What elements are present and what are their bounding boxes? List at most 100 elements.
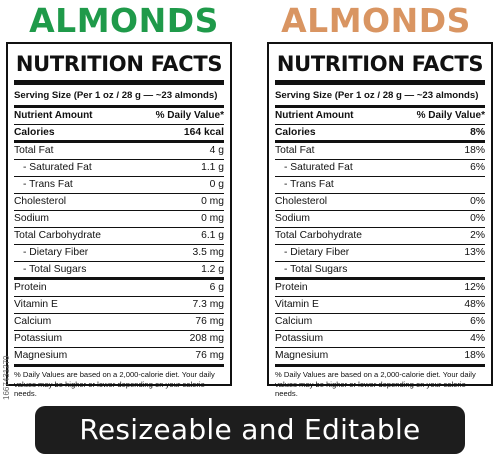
nutrient-row-total-carbohydrate: Total Carbohydrate 2% (275, 228, 485, 245)
nutrient-percent: 8% (470, 126, 485, 138)
nutrient-row-dietary-fiber: - Dietary Fiber 13% (275, 245, 485, 262)
nutrient-value: 164 kcal (183, 126, 224, 138)
nutrient-row-potassium: Potassium 4% (275, 331, 485, 348)
nutrient-value: 6 g (209, 282, 224, 293)
nutrient-name: Total Carbohydrate (275, 230, 363, 241)
nutrient-name: - Total Sugars (23, 263, 87, 275)
nutrient-row-total-fat: Total Fat 18% (275, 143, 485, 160)
column-header-daily-value: % Daily Value* (155, 110, 224, 121)
nutrient-value: 4 g (209, 145, 224, 156)
nutrient-name: Magnesium (14, 350, 68, 361)
serving-size: Serving Size (Per 1 oz / 28 g — ~23 almo… (275, 86, 485, 108)
nutrient-row-cholesterol: Cholesterol 0% (275, 194, 485, 211)
nutrient-name: Vitamin E (14, 299, 58, 310)
nutrient-value: 0 mg (201, 213, 224, 224)
nutrient-name: Potassium (275, 333, 324, 344)
nutrient-value: 76 mg (195, 316, 224, 327)
nutrient-percent: 48% (464, 299, 485, 310)
nutrient-name: - Saturated Fat (23, 162, 92, 173)
nutrient-value: 7.3 mg (192, 299, 224, 310)
nutrient-name: Calories (275, 126, 316, 138)
nutrient-name: Sodium (14, 213, 49, 224)
column-header-row: Nutrient Amount % Daily Value* (14, 108, 224, 125)
nutrient-name: Calcium (275, 316, 313, 327)
nutrient-name: - Trans Fat (23, 179, 73, 190)
nutrient-value: 0 mg (201, 196, 224, 207)
daily-value-footnote: % Daily Values are based on a 2,000-calo… (275, 370, 476, 398)
nutrient-value: 6.1 g (201, 230, 224, 241)
nutrient-row-total-sugars: - Total Sugars (275, 262, 485, 280)
nutrient-row-protein: Protein 12% (275, 280, 485, 297)
nutrient-row-sodium: Sodium 0% (275, 211, 485, 228)
nutrient-row-vitamin-e: Vitamin E 48% (275, 297, 485, 314)
nutrient-row-calories: Calories 8% (275, 125, 485, 143)
nutrient-name: Cholesterol (14, 196, 67, 207)
nutrient-row-total-fat: Total Fat 4 g (14, 143, 224, 160)
nutrient-percent: 2% (470, 230, 485, 241)
nutrient-row-magnesium: Magnesium 76 mg (14, 348, 224, 367)
nutrient-percent: 6% (470, 162, 485, 173)
nutrient-percent: 18% (464, 145, 485, 156)
nutrient-name: - Saturated Fat (284, 162, 353, 173)
resizeable-editable-banner: Resizeable and Editable (35, 406, 465, 454)
nutrient-name: Protein (14, 282, 47, 293)
nutrient-row-magnesium: Magnesium 18% (275, 348, 485, 367)
nutrient-name: Potassium (14, 333, 63, 344)
nutrient-row-protein: Protein 6 g (14, 280, 224, 297)
nutrient-name: Magnesium (275, 350, 329, 361)
nutrient-percent: 0% (470, 213, 485, 224)
serving-size: Serving Size (Per 1 oz / 28 g — ~23 almo… (14, 86, 224, 108)
side-id-label: 1667431270 (2, 355, 11, 401)
nutrient-value: 1.2 g (201, 263, 224, 275)
column-header-nutrient: Nutrient Amount (275, 110, 354, 121)
title-almonds-green: ALMONDS (29, 1, 219, 40)
nutrient-row-calcium: Calcium 6% (275, 314, 485, 331)
nutrient-percent: 6% (470, 316, 485, 327)
nutrient-name: Protein (275, 282, 308, 293)
nutrient-value: 208 mg (189, 333, 224, 344)
column-header-nutrient: Nutrient Amount (14, 110, 93, 121)
nutrient-name: Vitamin E (275, 299, 319, 310)
column-header-row: Nutrient Amount % Daily Value* (275, 108, 485, 125)
nutrient-row-cholesterol: Cholesterol 0 mg (14, 194, 224, 211)
nutrient-row-dietary-fiber: - Dietary Fiber 3.5 mg (14, 245, 224, 262)
nutrient-value: 1.1 g (201, 162, 224, 173)
nutrient-name: Sodium (275, 213, 310, 224)
nutrient-row-potassium: Potassium 208 mg (14, 331, 224, 348)
daily-value-footnote: % Daily Values are based on a 2,000-calo… (14, 370, 215, 398)
nutrition-label-daily-values: NUTRITION FACTS Serving Size (Per 1 oz /… (267, 42, 493, 398)
nutrient-value: 3.5 mg (192, 247, 224, 258)
nutrient-name: - Total Sugars (284, 263, 348, 275)
title-almonds-orange: ALMONDS (281, 1, 471, 40)
nutrient-percent: 4% (470, 333, 485, 344)
nutrient-row-trans-fat: - Trans Fat (275, 177, 485, 194)
nutrient-percent: 12% (464, 282, 485, 293)
nutrient-percent: 18% (464, 350, 485, 361)
nutrient-name: Total Fat (14, 145, 54, 156)
nutrient-row-total-carbohydrate: Total Carbohydrate 6.1 g (14, 228, 224, 245)
nutrient-row-saturated-fat: - Saturated Fat 6% (275, 160, 485, 177)
nutrient-row-trans-fat: - Trans Fat 0 g (14, 177, 224, 194)
nutrient-name: Calcium (14, 316, 52, 327)
nutrient-row-calories: Calories 164 kcal (14, 125, 224, 143)
nutrient-value: 0 g (209, 179, 224, 190)
nutrient-name: - Trans Fat (284, 179, 334, 190)
nutrient-value: 76 mg (195, 350, 224, 361)
nutrient-percent: 0% (470, 196, 485, 207)
nutrient-percent: 13% (464, 247, 485, 258)
nutrient-row-sodium: Sodium 0 mg (14, 211, 224, 228)
nutrition-label-amounts: NUTRITION FACTS Serving Size (Per 1 oz /… (6, 42, 232, 398)
nutrient-row-vitamin-e: Vitamin E 7.3 mg (14, 297, 224, 314)
nutrient-name: Total Fat (275, 145, 315, 156)
nutrient-name: Total Carbohydrate (14, 230, 102, 241)
nutrient-row-total-sugars: - Total Sugars 1.2 g (14, 262, 224, 280)
column-header-daily-value: % Daily Value* (416, 110, 485, 121)
nutrient-row-calcium: Calcium 76 mg (14, 314, 224, 331)
nutrition-facts-heading: NUTRITION FACTS (14, 50, 224, 85)
nutrient-name: - Dietary Fiber (284, 247, 350, 258)
nutrient-row-saturated-fat: - Saturated Fat 1.1 g (14, 160, 224, 177)
nutrient-name: - Dietary Fiber (23, 247, 89, 258)
nutrient-name: Cholesterol (275, 196, 328, 207)
nutrient-name: Calories (14, 126, 55, 138)
nutrition-facts-heading: NUTRITION FACTS (275, 50, 485, 85)
